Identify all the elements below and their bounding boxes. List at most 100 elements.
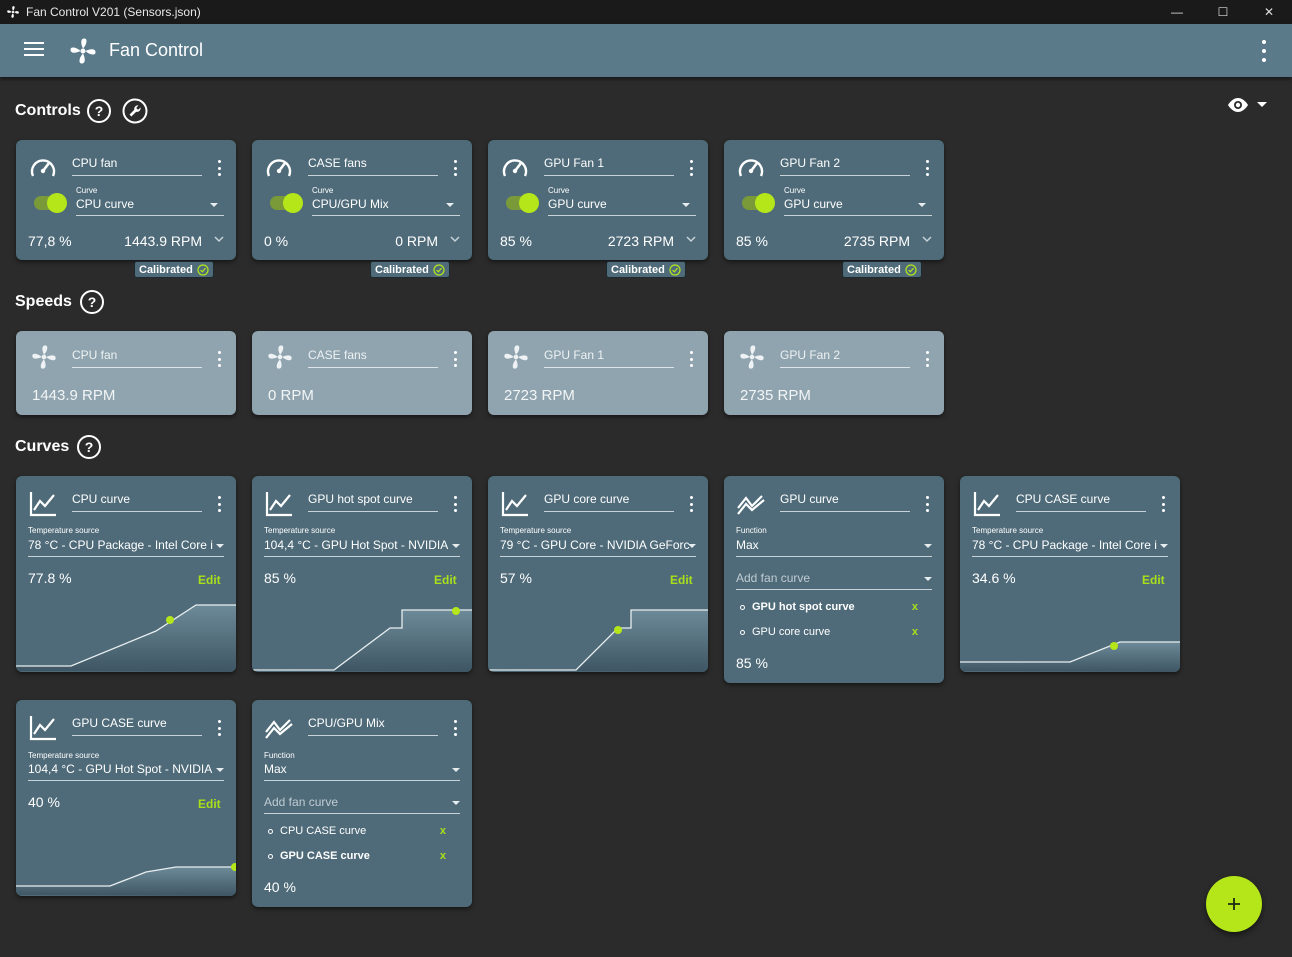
curves-help-icon[interactable]: ? — [77, 435, 101, 459]
close-button[interactable]: ✕ — [1263, 5, 1275, 19]
fan-icon — [268, 345, 292, 369]
wrench-icon[interactable] — [122, 98, 148, 124]
add-fan-curve-select[interactable]: Add fan curve — [736, 571, 932, 590]
remove-curve-button[interactable]: x — [439, 825, 446, 837]
chevron-down-icon[interactable] — [450, 234, 460, 244]
chevron-down-icon[interactable] — [446, 203, 454, 207]
function-select[interactable]: Max — [264, 762, 460, 781]
add-button[interactable] — [1206, 876, 1262, 932]
edit-curve-link[interactable]: Edit — [198, 573, 221, 587]
edit-curve-link[interactable]: Edit — [198, 797, 221, 811]
enable-toggle[interactable] — [506, 193, 539, 213]
temperature-source-select[interactable]: 104,4 °C - GPU Hot Spot - NVIDIA — [28, 762, 224, 781]
remove-curve-button[interactable]: x — [911, 601, 918, 613]
card-menu-icon[interactable] — [688, 351, 694, 367]
maximize-button[interactable]: ☐ — [1217, 5, 1229, 19]
card-menu-icon[interactable] — [216, 496, 222, 512]
control-card: CPU fan Curve CPU curve 77,8 % 1443.9 RPM — [16, 140, 236, 260]
curve-select[interactable]: GPU curve — [784, 197, 932, 216]
chevron-down-icon[interactable] — [682, 203, 690, 207]
mix-list-item: GPU CASE curve — [268, 850, 370, 862]
curve-name-field[interactable]: CPU curve — [72, 492, 202, 512]
enable-toggle[interactable] — [270, 193, 303, 213]
chevron-down-icon[interactable] — [924, 544, 932, 548]
speed-name-field[interactable]: CPU fan — [72, 348, 202, 368]
chevron-down-icon[interactable] — [1160, 544, 1168, 548]
add-fan-curve-select[interactable]: Add fan curve — [264, 795, 460, 814]
card-menu-icon[interactable] — [452, 160, 458, 176]
chevron-down-icon[interactable] — [688, 544, 696, 548]
card-menu-icon[interactable] — [924, 496, 930, 512]
curve-card-cpu-curve: CPU curve Temperature source 78 °C - CPU… — [16, 476, 236, 672]
control-name-field[interactable]: GPU Fan 2 — [780, 156, 910, 176]
check-circle-icon — [433, 263, 445, 276]
curve-select[interactable]: GPU curve — [548, 197, 696, 216]
curve-name-field[interactable]: GPU curve — [780, 492, 910, 512]
more-menu-icon[interactable] — [1260, 40, 1268, 62]
curve-card-gpu-hot-spot-curve: GPU hot spot curve Temperature source 10… — [252, 476, 472, 672]
chevron-down-icon[interactable] — [210, 203, 218, 207]
remove-curve-button[interactable]: x — [439, 850, 446, 862]
control-name-field[interactable]: CASE fans — [308, 156, 438, 176]
controls-help-icon[interactable]: ? — [87, 99, 111, 123]
card-menu-icon[interactable] — [452, 720, 458, 736]
function-select[interactable]: Max — [736, 538, 932, 557]
chevron-down-icon[interactable] — [216, 544, 224, 548]
temperature-source-select[interactable]: 78 °C - CPU Package - Intel Core i — [972, 538, 1168, 557]
curve-name-field[interactable]: GPU CASE curve — [72, 716, 202, 736]
edit-curve-link[interactable]: Edit — [1142, 573, 1165, 587]
enable-toggle[interactable] — [742, 193, 775, 213]
temperature-source-select[interactable]: 78 °C - CPU Package - Intel Core i — [28, 538, 224, 557]
chevron-down-icon[interactable] — [216, 768, 224, 772]
chevron-down-icon[interactable] — [924, 577, 932, 581]
curve-select[interactable]: CPU/GPU Mix — [312, 197, 460, 216]
temperature-source-select[interactable]: 79 °C - GPU Core - NVIDIA GeForc — [500, 538, 696, 557]
speed-card: GPU Fan 2 2735 RPM — [724, 331, 944, 415]
chevron-down-icon[interactable] — [452, 544, 460, 548]
card-menu-icon[interactable] — [688, 496, 694, 512]
curve-name-field[interactable]: CPU/GPU Mix — [308, 716, 438, 736]
speed-name-field[interactable]: CASE fans — [308, 348, 438, 368]
edit-curve-link[interactable]: Edit — [434, 573, 457, 587]
minimize-button[interactable]: — — [1171, 5, 1183, 19]
hamburger-menu-icon[interactable] — [24, 42, 44, 58]
chevron-down-icon[interactable] — [214, 234, 224, 244]
curve-name-field[interactable]: CPU CASE curve — [1016, 492, 1146, 512]
control-name-field[interactable]: GPU Fan 1 — [544, 156, 674, 176]
card-menu-icon[interactable] — [452, 496, 458, 512]
speed-name-field[interactable]: GPU Fan 2 — [780, 348, 910, 368]
card-menu-icon[interactable] — [216, 720, 222, 736]
chevron-down-icon[interactable] — [922, 234, 932, 244]
speed-name-field[interactable]: GPU Fan 1 — [544, 348, 674, 368]
curve-name-field[interactable]: GPU hot spot curve — [308, 492, 438, 512]
curve-select[interactable]: CPU curve — [76, 197, 224, 216]
remove-curve-button[interactable]: x — [911, 626, 918, 638]
visibility-dropdown-caret[interactable] — [1257, 102, 1267, 107]
speed-rpm: 1443.9 RPM — [32, 387, 116, 404]
card-menu-icon[interactable] — [1160, 496, 1166, 512]
speed-rpm: 2735 RPM — [740, 387, 811, 404]
chevron-down-icon[interactable] — [452, 801, 460, 805]
speedometer-icon — [266, 159, 292, 177]
curve-graph — [16, 863, 236, 896]
chevron-down-icon[interactable] — [452, 768, 460, 772]
card-menu-icon[interactable] — [216, 351, 222, 367]
control-name-field[interactable]: CPU fan — [72, 156, 202, 176]
chevron-down-icon[interactable] — [918, 203, 926, 207]
control-percent: 0 % — [264, 233, 289, 249]
card-menu-icon[interactable] — [924, 160, 930, 176]
speeds-help-icon[interactable]: ? — [80, 290, 104, 314]
calibrated-badge: Calibrated — [606, 261, 686, 278]
chevron-down-icon[interactable] — [686, 234, 696, 244]
card-menu-icon[interactable] — [216, 160, 222, 176]
card-menu-icon[interactable] — [452, 351, 458, 367]
card-menu-icon[interactable] — [688, 160, 694, 176]
plus-icon — [1228, 898, 1240, 910]
enable-toggle[interactable] — [34, 193, 67, 213]
eye-icon[interactable] — [1226, 97, 1250, 113]
temperature-source-select[interactable]: 104,4 °C - GPU Hot Spot - NVIDIA — [264, 538, 460, 557]
curve-output-percent: 57 % — [500, 570, 532, 586]
edit-curve-link[interactable]: Edit — [670, 573, 693, 587]
card-menu-icon[interactable] — [924, 351, 930, 367]
curve-name-field[interactable]: GPU core curve — [544, 492, 674, 512]
